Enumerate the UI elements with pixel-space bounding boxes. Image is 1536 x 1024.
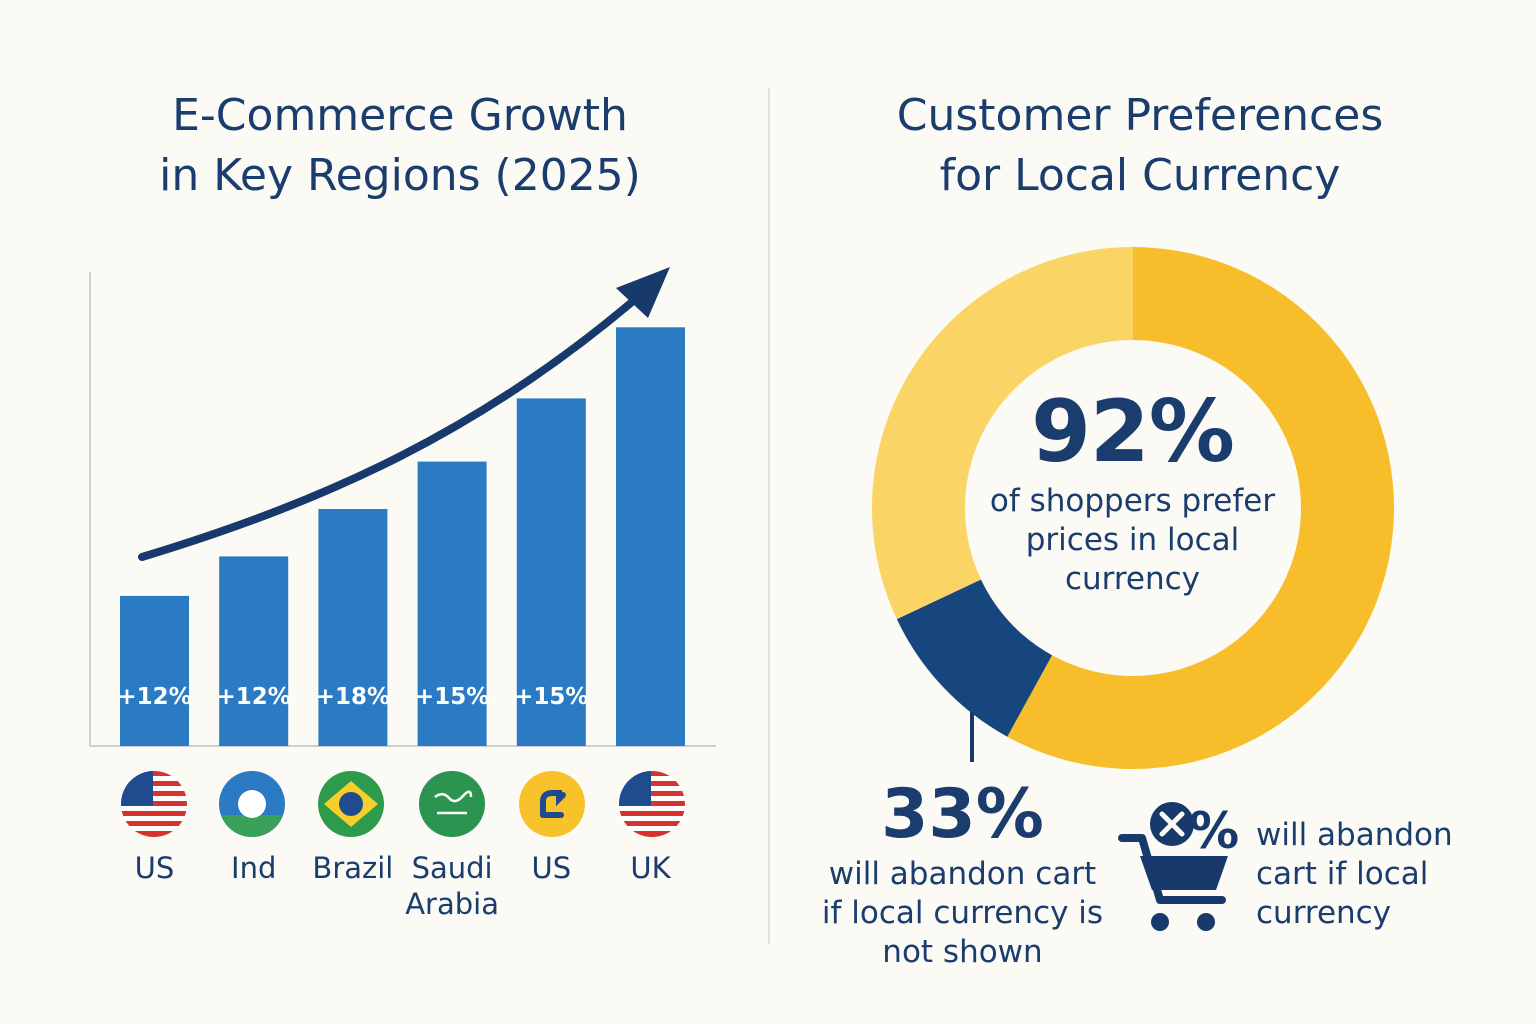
generic-flag-icon — [519, 771, 585, 837]
bar-data-label-3: +15% — [415, 684, 489, 710]
bar-2 — [318, 509, 388, 746]
cart-stat-caption: will abandon cart if local currency — [1256, 817, 1453, 931]
uk-flag-icon — [619, 771, 685, 837]
bar-5 — [616, 327, 685, 746]
bar-chart-title: E-Commerce Growth in Key Regions (2025) — [159, 90, 641, 201]
abandon-stat-caption: will abandon cart if local currency is n… — [821, 856, 1104, 970]
category-label-5: UK — [630, 851, 671, 885]
abandon-stat: 33% will abandon cart if local currency … — [820, 775, 1105, 972]
category-label-3: Saudi Arabia — [405, 851, 499, 921]
svg-text:%: % — [1189, 802, 1239, 860]
category-label-2: Brazil — [312, 851, 394, 885]
bar-data-label-2: +18% — [316, 684, 390, 710]
donut-slice-0 — [1007, 247, 1394, 769]
trend-arrow — [138, 267, 670, 561]
donut-slice-1 — [896, 579, 1053, 737]
donut-center-caption: of shoppers prefer prices in local curre… — [989, 483, 1276, 597]
bar-data-label-0: +12% — [117, 684, 191, 710]
bar-1 — [219, 556, 289, 746]
category-label-4: US — [531, 851, 572, 885]
brazil-flag-icon — [318, 771, 384, 837]
donut-center: 92% of shoppers prefer prices in local c… — [960, 382, 1305, 599]
bar-0 — [120, 595, 189, 746]
trend-arrow-line — [138, 298, 636, 561]
category-label-1: Ind — [231, 851, 277, 885]
saudi-flag-icon — [419, 771, 485, 837]
bar-data-label-4: +15% — [514, 684, 588, 710]
panel-divider — [768, 88, 770, 944]
cart-cancel-icon: % — [1118, 802, 1239, 931]
donut-center-value: 92% — [1031, 382, 1235, 482]
abandon-stat-value: 33% — [881, 775, 1044, 854]
bar-data-label-1: +12% — [217, 684, 291, 710]
bar-4 — [516, 398, 586, 746]
us-flag-icon — [121, 771, 187, 837]
india-flag-icon — [219, 771, 285, 837]
donut-slice-2 — [871, 247, 1133, 620]
bar-3 — [417, 461, 487, 746]
donut-chart-title: Customer Preferences for Local Currency — [896, 90, 1384, 201]
trend-arrow-head — [616, 267, 670, 318]
category-label-0: US — [134, 851, 175, 885]
